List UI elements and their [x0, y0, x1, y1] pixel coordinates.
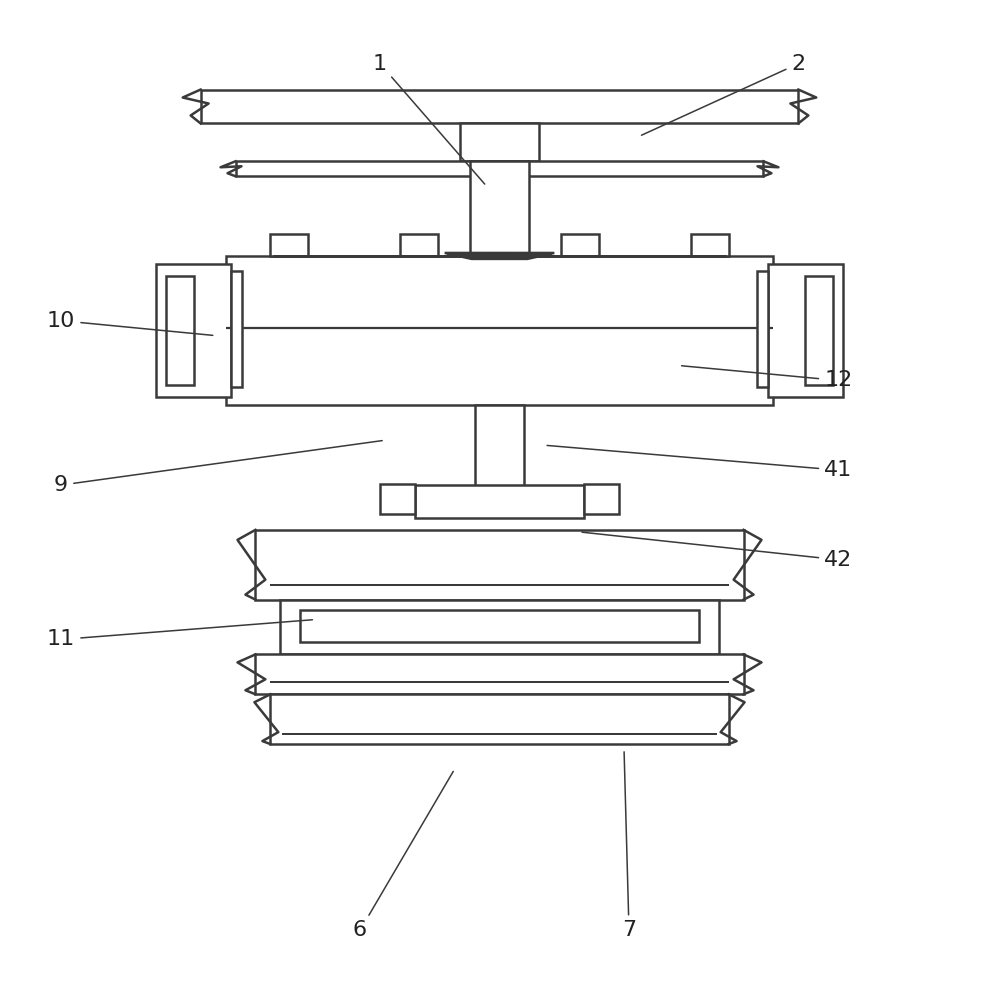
Text: 12: 12 — [681, 366, 852, 390]
Bar — [460, 123, 539, 161]
Polygon shape — [445, 253, 554, 259]
Bar — [690, 234, 728, 256]
Bar — [768, 264, 843, 397]
Bar — [256, 654, 743, 694]
Bar — [475, 405, 524, 500]
Bar — [415, 485, 584, 518]
Bar — [470, 161, 529, 256]
Text: 41: 41 — [547, 445, 852, 480]
Bar — [400, 234, 438, 256]
Text: 2: 2 — [641, 54, 805, 135]
Text: 1: 1 — [373, 54, 485, 184]
Bar — [231, 271, 243, 387]
Bar — [380, 484, 415, 514]
Bar — [236, 161, 763, 176]
Bar — [166, 276, 194, 385]
Bar — [156, 264, 231, 397]
Text: 10: 10 — [47, 311, 213, 335]
Bar — [256, 530, 743, 600]
Text: 6: 6 — [353, 771, 454, 940]
Bar — [805, 276, 833, 385]
Bar — [226, 256, 773, 405]
Bar — [756, 271, 768, 387]
Text: 7: 7 — [622, 752, 636, 940]
Text: 42: 42 — [582, 532, 852, 570]
Text: 9: 9 — [54, 441, 383, 495]
Bar — [561, 234, 599, 256]
Text: 11: 11 — [47, 620, 313, 649]
Bar — [271, 694, 728, 744]
Bar — [271, 234, 309, 256]
Bar — [201, 90, 798, 123]
Bar — [584, 484, 619, 514]
Bar — [301, 610, 698, 642]
Bar — [281, 600, 718, 654]
